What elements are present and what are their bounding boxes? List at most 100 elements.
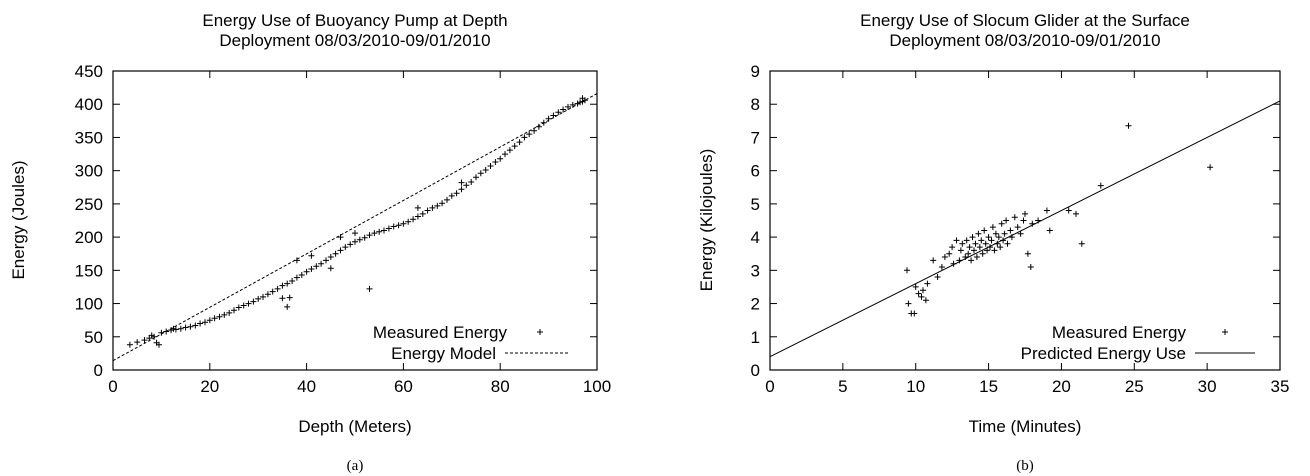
x-tick-label: 25 bbox=[1125, 377, 1144, 396]
data-point bbox=[953, 237, 960, 244]
data-point bbox=[959, 240, 966, 247]
data-point bbox=[366, 285, 373, 292]
data-point bbox=[376, 228, 383, 235]
data-point bbox=[1001, 230, 1008, 237]
data-point bbox=[177, 325, 184, 332]
data-point bbox=[458, 186, 465, 193]
data-point bbox=[250, 298, 257, 305]
data-point bbox=[526, 131, 533, 138]
data-point bbox=[579, 95, 586, 102]
y-tick-label: 250 bbox=[75, 195, 103, 214]
data-point bbox=[419, 210, 426, 217]
data-point bbox=[303, 268, 310, 275]
data-point bbox=[978, 237, 985, 244]
data-point bbox=[284, 280, 291, 287]
data-point bbox=[473, 174, 479, 181]
data-point bbox=[1029, 220, 1036, 227]
legend: Measured Energy Predicted Energy Use bbox=[1021, 323, 1187, 363]
data-point bbox=[327, 265, 334, 272]
y-tick-label: 1 bbox=[751, 328, 760, 347]
y-tick-label: 400 bbox=[75, 95, 103, 114]
data-point bbox=[1046, 227, 1053, 234]
panel-caption: (a) bbox=[347, 458, 364, 474]
data-point bbox=[439, 200, 446, 207]
data-point bbox=[458, 179, 465, 186]
data-point bbox=[429, 204, 436, 211]
data-point bbox=[1017, 230, 1024, 237]
data-point bbox=[975, 230, 982, 237]
data-point bbox=[327, 254, 334, 260]
data-point bbox=[453, 190, 460, 197]
data-point bbox=[1073, 210, 1079, 217]
data-point bbox=[1022, 210, 1028, 217]
data-point bbox=[390, 223, 397, 230]
data-point bbox=[941, 254, 948, 260]
data-point bbox=[965, 250, 972, 257]
data-point bbox=[982, 240, 989, 247]
x-tick-label: 30 bbox=[1198, 377, 1217, 396]
data-point bbox=[255, 295, 262, 302]
data-point bbox=[521, 134, 528, 141]
data-point bbox=[956, 257, 963, 264]
data-point bbox=[487, 163, 494, 169]
data-point bbox=[918, 293, 925, 300]
y-tick-label: 7 bbox=[751, 128, 760, 147]
data-point bbox=[972, 240, 979, 247]
data-point bbox=[381, 227, 387, 234]
data-point bbox=[555, 109, 562, 116]
data-point bbox=[545, 115, 552, 122]
data-point bbox=[424, 207, 431, 214]
y-axis-label: Energy (Kilojoules) bbox=[697, 149, 716, 292]
data-point bbox=[313, 263, 320, 270]
data-point bbox=[991, 247, 998, 254]
data-point bbox=[468, 179, 475, 185]
x-tick-label: 5 bbox=[838, 377, 847, 396]
data-point bbox=[444, 196, 450, 203]
data-point bbox=[448, 192, 455, 199]
data-point bbox=[1097, 182, 1104, 189]
data-point bbox=[163, 328, 170, 335]
data-point bbox=[506, 147, 513, 154]
data-point bbox=[141, 337, 148, 344]
legend: Measured Energy Energy Model bbox=[373, 323, 508, 363]
data-point bbox=[497, 155, 504, 162]
panel-b: Energy Use of Slocum Glider at the Surfa… bbox=[697, 11, 1289, 474]
data-point bbox=[172, 326, 179, 333]
data-point bbox=[226, 309, 233, 316]
data-point bbox=[969, 234, 976, 241]
plot-area bbox=[770, 100, 1280, 358]
data-point bbox=[912, 283, 919, 290]
data-point bbox=[915, 290, 922, 297]
panel-caption: (b) bbox=[1016, 458, 1034, 474]
data-point bbox=[308, 266, 315, 272]
legend-label-predicted: Predicted Energy Use bbox=[1021, 344, 1186, 363]
data-point bbox=[987, 244, 993, 251]
y-tick-label: 150 bbox=[75, 261, 103, 280]
y-tick-label: 3 bbox=[751, 261, 760, 280]
y-tick-label: 5 bbox=[751, 195, 760, 214]
data-point bbox=[482, 167, 489, 173]
y-tick-label: 6 bbox=[751, 162, 760, 181]
y-tick-label: 200 bbox=[75, 228, 103, 247]
data-point bbox=[347, 241, 354, 248]
data-point bbox=[352, 230, 358, 237]
x-tick-label: 10 bbox=[906, 377, 925, 396]
data-point bbox=[930, 257, 937, 264]
data-point bbox=[911, 310, 918, 317]
data-point bbox=[1007, 227, 1014, 234]
y-tick-label: 450 bbox=[75, 62, 103, 81]
data-point bbox=[934, 274, 941, 280]
data-point bbox=[1065, 207, 1072, 214]
data-point bbox=[352, 238, 358, 245]
data-point bbox=[994, 240, 1001, 247]
data-point bbox=[318, 260, 325, 267]
data-point bbox=[922, 297, 929, 304]
data-point bbox=[385, 225, 392, 232]
x-tick-label: 80 bbox=[491, 377, 510, 396]
data-point bbox=[989, 224, 996, 231]
data-point bbox=[998, 220, 1005, 227]
data-point bbox=[1078, 240, 1085, 247]
chart-subtitle: Deployment 08/03/2010-09/01/2010 bbox=[219, 31, 490, 50]
y-tick-label: 0 bbox=[94, 361, 103, 380]
data-point bbox=[946, 250, 953, 257]
